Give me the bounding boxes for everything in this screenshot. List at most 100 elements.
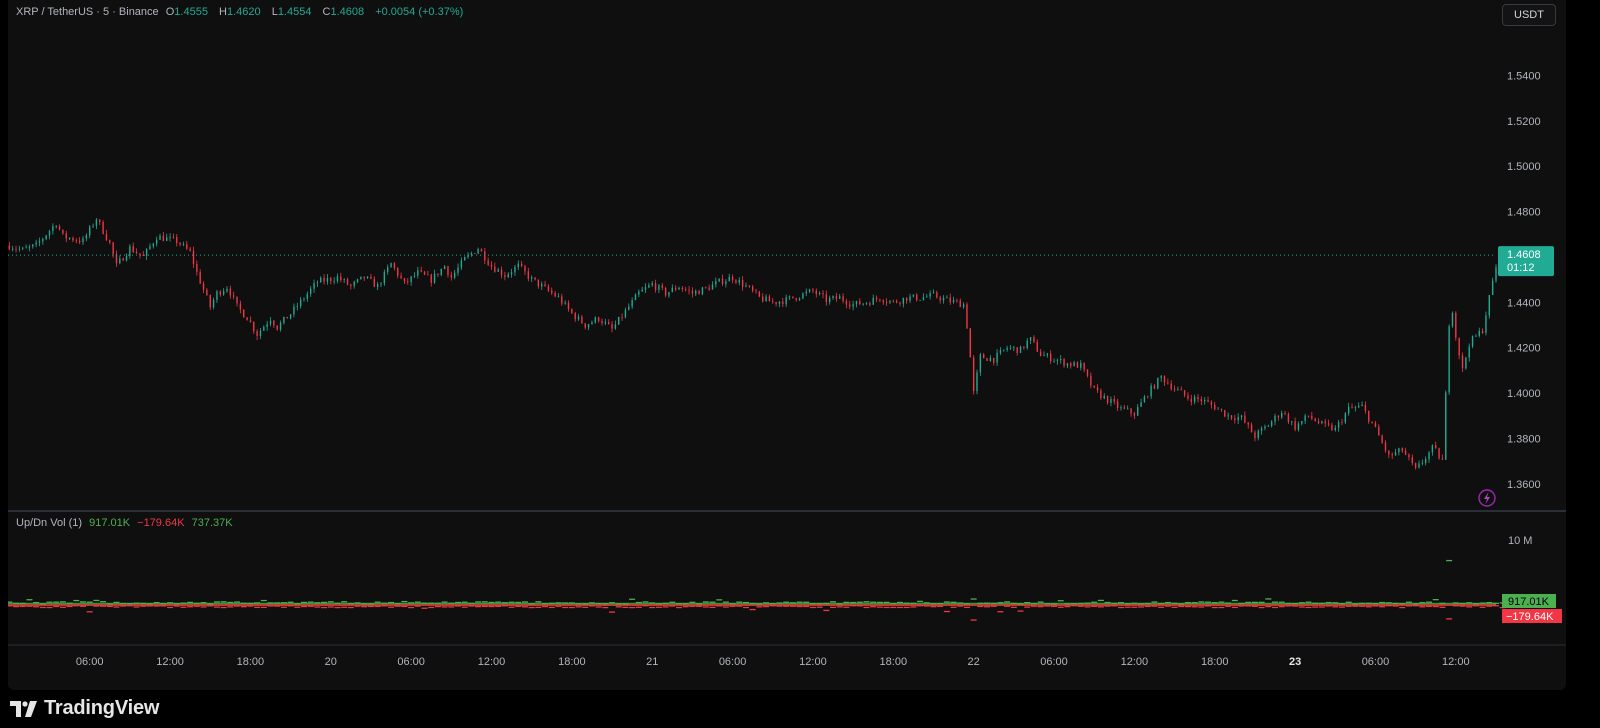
volume-indicator-name[interactable]: Up/Dn Vol (1) (16, 517, 83, 529)
chart-canvas[interactable]: 1.54001.52001.50001.48001.46001.44001.42… (8, 0, 1566, 690)
candle-body (959, 300, 961, 308)
candle-body (654, 283, 657, 290)
candle-body (818, 292, 821, 294)
candle-body (527, 271, 530, 279)
candle-body (832, 296, 834, 298)
candle-body (979, 354, 982, 373)
time-tick-label: 22 (968, 656, 980, 668)
candle-body (299, 299, 302, 307)
candle-body (1157, 377, 1159, 389)
candle-body (480, 248, 483, 252)
candle-body (1130, 408, 1132, 414)
candle-body (1408, 454, 1410, 458)
last-price-badge (1498, 246, 1554, 277)
candle-body (698, 291, 700, 295)
candle-body (443, 266, 446, 270)
candle-body (674, 287, 677, 290)
candle-body (641, 289, 643, 292)
candle-body (232, 295, 235, 297)
candle-body (1414, 463, 1417, 468)
candle-body (296, 306, 298, 308)
candle-body (1193, 396, 1196, 402)
candle-body (306, 293, 309, 299)
candle-body (1224, 410, 1226, 417)
tradingview-logo[interactable]: TradingView (10, 697, 159, 720)
candle-body (735, 280, 737, 283)
candle-body (497, 269, 499, 272)
candle-body (664, 287, 667, 296)
candle-body (1475, 335, 1477, 337)
candle-body (634, 294, 637, 301)
candle-body (577, 316, 580, 320)
price-tick-label: 1.4000 (1507, 388, 1541, 400)
candle-body (487, 260, 489, 265)
candle-body (1281, 412, 1283, 418)
candle-body (942, 297, 945, 301)
candle-body (1083, 362, 1085, 370)
candle-body (490, 264, 493, 267)
candle-body (567, 302, 570, 309)
candle-body (1173, 389, 1176, 390)
candle-body (1254, 432, 1256, 439)
candle-body (360, 276, 362, 280)
candle-body (952, 300, 955, 303)
candle-body (1163, 376, 1166, 383)
candle-body (1086, 369, 1089, 376)
candle-body (65, 233, 67, 239)
symbol-legend: XRP / TetherUS · 5 · Binance O1.4555 H1.… (16, 6, 467, 18)
candle-body (999, 350, 1002, 353)
candle-body (534, 277, 536, 280)
candle-body (420, 270, 422, 272)
candle-body (1418, 463, 1420, 468)
candle-body (159, 235, 161, 240)
candle-body (1321, 421, 1323, 424)
candle-body (762, 296, 764, 302)
candle-body (1053, 360, 1055, 362)
candle-body (186, 243, 188, 249)
candle-body (748, 285, 751, 287)
candle-body (976, 372, 978, 392)
candle-body (102, 221, 104, 234)
candle-body (859, 301, 861, 305)
candle-body (1113, 399, 1115, 402)
candle-body (711, 284, 714, 290)
candle-body (266, 324, 268, 327)
candle-body (400, 275, 402, 279)
candle-body (741, 279, 744, 287)
candle-body (1227, 415, 1229, 417)
candle-body (983, 354, 985, 359)
time-tick-label: 12:00 (156, 656, 184, 668)
candle-body (460, 260, 463, 268)
candle-body (1073, 362, 1075, 367)
time-tick-label: 12:00 (1121, 656, 1149, 668)
candle-body (1143, 396, 1146, 403)
candle-body (243, 309, 245, 318)
candle-body (1391, 454, 1393, 456)
close-label: C (322, 6, 331, 18)
candle-body (755, 290, 757, 292)
time-tick-label: 06:00 (397, 656, 425, 668)
candle-body (504, 275, 506, 277)
candle-body (1314, 418, 1316, 422)
candle-body (547, 286, 550, 291)
candle-body (1270, 421, 1273, 426)
candle-body (812, 289, 814, 291)
symbol-title[interactable]: XRP / TetherUS · 5 · Binance (16, 6, 159, 18)
candle-body (286, 316, 288, 319)
candle-body (544, 284, 546, 287)
candle-body (805, 291, 807, 294)
candle-body (1093, 385, 1095, 388)
close-value: 1.4608 (330, 6, 365, 18)
candle-body (510, 272, 513, 275)
candle-body (775, 302, 777, 304)
candle-body (1003, 349, 1005, 351)
candle-body (691, 290, 694, 294)
candle-body (129, 246, 131, 257)
candle-body (705, 287, 707, 289)
candle-body (1036, 341, 1038, 352)
currency-button[interactable]: USDT (1502, 4, 1556, 26)
candle-body (202, 283, 205, 290)
candle-body (293, 306, 295, 315)
candle-body (936, 292, 938, 298)
price-tick-label: 1.5200 (1507, 116, 1541, 128)
